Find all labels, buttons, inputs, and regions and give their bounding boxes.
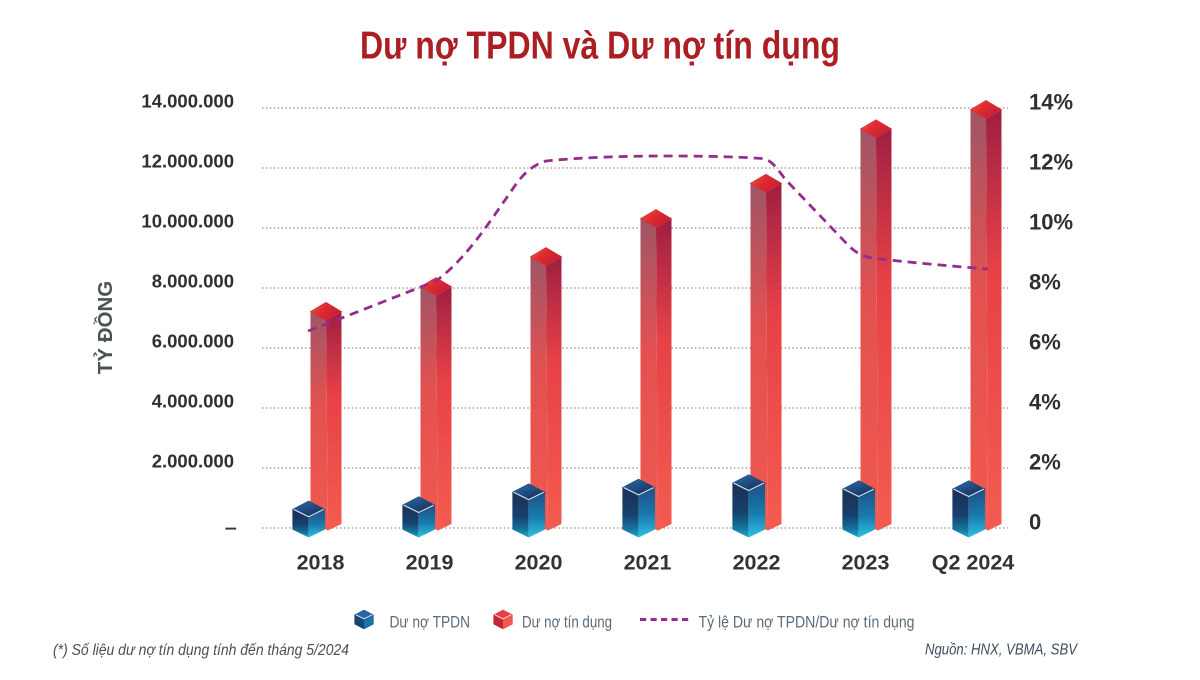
svg-text:14%: 14% — [1029, 90, 1073, 115]
svg-text:6.000.000: 6.000.000 — [152, 331, 234, 352]
svg-text:14.000.000: 14.000.000 — [141, 91, 234, 112]
svg-text:12%: 12% — [1029, 150, 1073, 175]
svg-text:10.000.000: 10.000.000 — [141, 211, 234, 232]
svg-text:2018: 2018 — [297, 551, 345, 575]
svg-text:Dư nợ tín dụng: Dư nợ tín dụng — [522, 613, 612, 632]
svg-text:2019: 2019 — [406, 551, 454, 575]
svg-text:4%: 4% — [1029, 390, 1061, 415]
svg-text:2.000.000: 2.000.000 — [152, 451, 234, 472]
svg-text:Dư nợ TPDN: Dư nợ TPDN — [390, 613, 471, 632]
svg-text:(*) Số liệu dư nợ tín dụng tín: (*) Số liệu dư nợ tín dụng tính đến thán… — [53, 642, 349, 659]
svg-text:2023: 2023 — [842, 551, 890, 575]
svg-text:Tỷ lệ Dư nợ TPDN/Dư nợ tín dụn: Tỷ lệ Dư nợ TPDN/Dư nợ tín dụng — [699, 613, 915, 632]
svg-text:Nguồn: HNX, VBMA, SBV: Nguồn: HNX, VBMA, SBV — [925, 642, 1078, 659]
svg-text:2021: 2021 — [624, 551, 672, 575]
svg-text:2020: 2020 — [515, 551, 563, 575]
svg-text:TỶ ĐỒNG: TỶ ĐỒNG — [93, 281, 117, 374]
svg-text:Q2 2024: Q2 2024 — [932, 551, 1015, 575]
svg-text:2022: 2022 — [733, 551, 781, 575]
svg-text:10%: 10% — [1029, 210, 1073, 235]
svg-text:0: 0 — [1029, 510, 1041, 535]
svg-text:Dư nợ TPDN và Dư nợ tín dụng: Dư nợ TPDN và Dư nợ tín dụng — [360, 25, 840, 68]
svg-text:8.000.000: 8.000.000 — [152, 271, 234, 292]
svg-text:8%: 8% — [1029, 270, 1061, 295]
svg-text:2%: 2% — [1029, 450, 1061, 475]
svg-text:6%: 6% — [1029, 330, 1061, 355]
svg-text:12.000.000: 12.000.000 — [141, 151, 234, 172]
svg-text:4.000.000: 4.000.000 — [152, 391, 234, 412]
